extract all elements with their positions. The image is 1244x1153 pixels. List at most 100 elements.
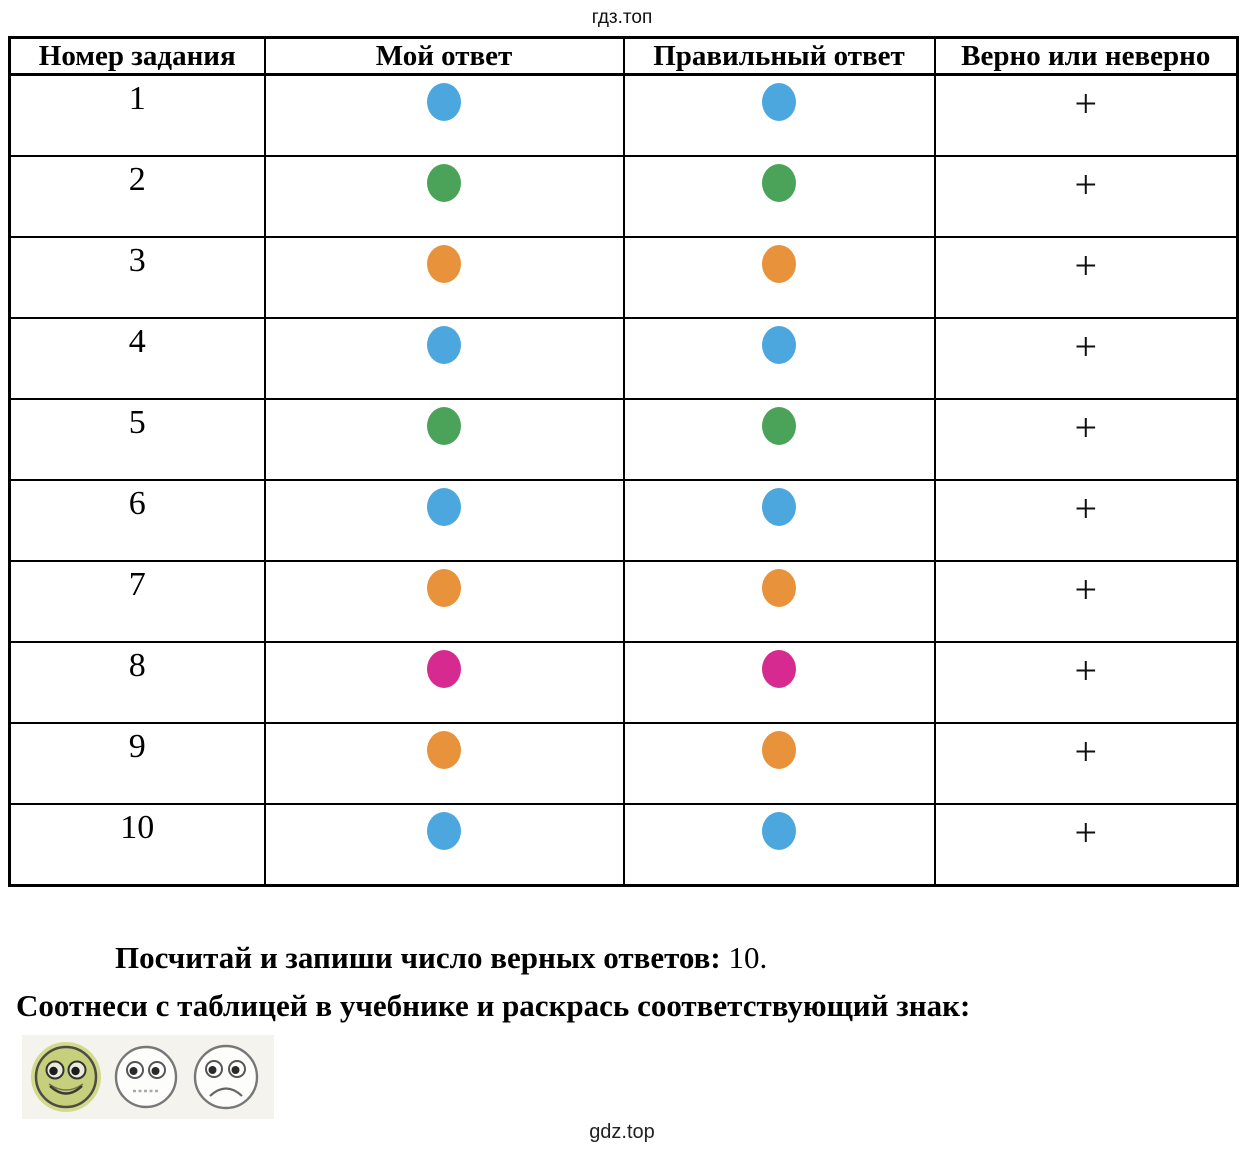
- result-cell: +: [933, 317, 1239, 400]
- task-number: 5: [128, 404, 146, 441]
- table-row: 9 +: [8, 722, 1239, 805]
- count-line: Посчитай и запиши число верных ответов: …: [115, 939, 1244, 978]
- result-mark: +: [1074, 162, 1098, 207]
- task-number: 6: [128, 485, 146, 522]
- correct-answer-cell: [622, 722, 936, 805]
- task-number-cell: 8: [8, 641, 266, 724]
- result-cell: +: [933, 803, 1239, 887]
- task-number: 4: [128, 323, 146, 360]
- task-number: 7: [128, 566, 146, 603]
- my-answer-dot-blue: [427, 488, 461, 526]
- correct-answer-cell: [622, 317, 936, 400]
- correct-answer-dot-blue: [762, 83, 796, 121]
- result-mark: +: [1074, 648, 1098, 693]
- correct-answer-dot-orange: [762, 569, 796, 607]
- correct-answer-cell: [622, 479, 936, 562]
- correct-answer-cell: [622, 560, 936, 643]
- task-number-cell: 6: [8, 479, 266, 562]
- correct-answer-cell: [622, 236, 936, 319]
- task-number-cell: 5: [8, 398, 266, 481]
- correct-answer-dot-blue: [762, 812, 796, 850]
- count-value: 10.: [728, 940, 768, 975]
- task-number: 9: [128, 728, 146, 765]
- my-answer-dot-pink: [427, 650, 461, 688]
- result-cell: +: [933, 236, 1239, 319]
- header-row: Номер задания Мой ответ Правильный ответ…: [8, 36, 1239, 76]
- my-answer-cell: [263, 479, 625, 562]
- result-mark: +: [1074, 567, 1098, 612]
- table-row: 7 +: [8, 560, 1239, 643]
- header-result: Верно или неверно: [933, 36, 1239, 76]
- result-mark: +: [1074, 486, 1098, 531]
- result-cell: +: [933, 560, 1239, 643]
- my-answer-dot-green: [427, 407, 461, 445]
- correct-answer-dot-green: [762, 164, 796, 202]
- my-answer-cell: [263, 722, 625, 805]
- correct-answer-cell: [622, 73, 936, 157]
- my-answer-cell: [263, 236, 625, 319]
- my-answer-cell: [263, 803, 625, 887]
- result-mark: +: [1074, 810, 1098, 855]
- task-number-cell: 9: [8, 722, 266, 805]
- answers-table-body: 1 +2 +3 +4 +5 +6 +7 +8 +9 +10 +: [8, 73, 1239, 887]
- result-cell: +: [933, 398, 1239, 481]
- result-mark: +: [1074, 243, 1098, 288]
- my-answer-cell: [263, 641, 625, 724]
- correct-answer-dot-pink: [762, 650, 796, 688]
- task-number-cell: 10: [8, 803, 266, 887]
- task-number: 10: [120, 809, 155, 846]
- task-number: 3: [128, 242, 146, 279]
- result-mark: +: [1074, 324, 1098, 369]
- correct-answer-cell: [622, 641, 936, 724]
- table-row: 10 +: [8, 803, 1239, 887]
- task-number-cell: 1: [8, 73, 266, 157]
- header-task-number: Номер задания: [8, 36, 266, 76]
- my-answer-dot-orange: [427, 569, 461, 607]
- correct-answer-cell: [622, 803, 936, 887]
- my-answer-dot-orange: [427, 731, 461, 769]
- correct-answer-dot-orange: [762, 731, 796, 769]
- header-my-answer: Мой ответ: [263, 36, 625, 76]
- my-answer-dot-orange: [427, 245, 461, 283]
- my-answer-cell: [263, 73, 625, 157]
- table-row: 1 +: [8, 73, 1239, 157]
- task-number: 8: [128, 647, 146, 684]
- result-cell: +: [933, 722, 1239, 805]
- my-answer-cell: [263, 398, 625, 481]
- answers-table: Номер задания Мой ответ Правильный ответ…: [8, 36, 1239, 887]
- count-label: Посчитай и запиши число верных ответов:: [115, 940, 721, 975]
- sad-face-icon: [188, 1039, 264, 1115]
- result-mark: +: [1074, 729, 1098, 774]
- my-answer-cell: [263, 560, 625, 643]
- task-number-cell: 7: [8, 560, 266, 643]
- result-cell: +: [933, 641, 1239, 724]
- result-cell: +: [933, 73, 1239, 157]
- site-watermark-bottom: gdz.top: [589, 1121, 655, 1143]
- neutral-face-icon: [110, 1041, 182, 1113]
- task-number-cell: 2: [8, 155, 266, 238]
- my-answer-dot-blue: [427, 812, 461, 850]
- site-watermark-top: гдз.топ: [591, 7, 653, 28]
- task-number-cell: 4: [8, 317, 266, 400]
- correct-answer-cell: [622, 398, 936, 481]
- correct-answer-dot-orange: [762, 245, 796, 283]
- table-row: 6 +: [8, 479, 1239, 562]
- my-answer-dot-blue: [427, 326, 461, 364]
- correct-answer-dot-blue: [762, 488, 796, 526]
- header-correct-answer: Правильный ответ: [622, 36, 936, 76]
- happy-face-icon: [28, 1039, 104, 1115]
- task-number-cell: 3: [8, 236, 266, 319]
- result-cell: +: [933, 155, 1239, 238]
- table-row: 3 +: [8, 236, 1239, 319]
- my-answer-cell: [263, 317, 625, 400]
- task-number: 1: [128, 80, 146, 117]
- result-cell: +: [933, 479, 1239, 562]
- table-row: 5 +: [8, 398, 1239, 481]
- task-number: 2: [128, 161, 146, 198]
- correct-answer-cell: [622, 155, 936, 238]
- result-mark: +: [1074, 81, 1098, 126]
- my-answer-dot-blue: [427, 83, 461, 121]
- rating-strip: [22, 1034, 274, 1119]
- table-row: 2 +: [8, 155, 1239, 238]
